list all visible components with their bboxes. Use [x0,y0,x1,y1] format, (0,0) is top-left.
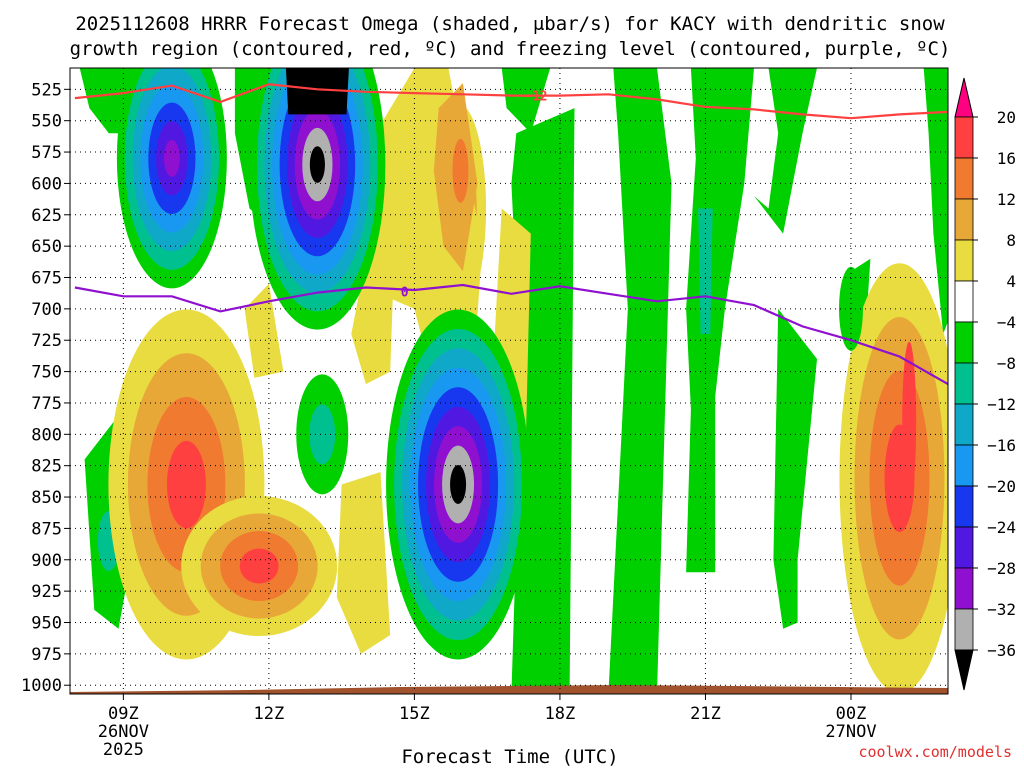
y-axis: 525 550 575 600 625 650 675 700 725 750 775 800 825 8… [21,80,70,696]
colorbar-label: −24 [987,518,1016,537]
contour-label-freezing: 0 [401,285,409,300]
omega-strip-21z-core [698,208,713,334]
x-tick-date: 27NOV [825,722,876,742]
colorbar-label: 12 [997,190,1016,209]
omega-contour--28 [164,139,180,177]
omega-descent-right [839,263,948,694]
x-tick-label: 09Z [108,704,139,724]
temperature-contours: −12 0 [74,83,948,386]
y-tick-label: 700 [31,300,62,320]
colorbar-segment [954,403,974,446]
x-tick-date: 26NOV [98,722,149,742]
colorbar-segment [954,526,974,569]
colorbar-label: 16 [997,149,1016,168]
omega-strip-19z [608,68,672,694]
colorbar-segment [954,567,974,610]
y-tick-label: 875 [31,519,62,539]
omega-contour-16 [902,341,917,502]
x-tick-label: 00Z [836,704,867,724]
site-credit: coolwx.com/models [858,743,1012,761]
colorbar-label: −28 [987,559,1016,578]
colorbar-segment [954,198,974,241]
y-tick-label: 950 [31,613,62,633]
omega-ascent-mid [386,309,531,660]
colorbar-segment [954,157,974,200]
colorbar-label: −16 [987,436,1016,455]
colorbar-segment [954,321,974,364]
omega-ascent-small [296,374,349,495]
colorbar-label: −12 [987,395,1016,414]
omega-strip-17z [501,68,551,134]
x-axis-label: Forecast Time (UTC) [401,746,618,768]
omega-descent-lower-left2 [181,496,338,637]
omega-ascent-upper-center [249,68,386,330]
terrain-surface [70,685,948,694]
contour-line-dendritic-snow-growth-region [74,83,948,120]
colorbar-label: 8 [1006,231,1016,250]
colorbar-segment [954,239,974,282]
colorbar-segment [954,362,974,405]
colorbar-segment [954,444,974,487]
omega-descent-13z-low [336,472,391,654]
colorbar-bottom-arrow [954,649,974,691]
chart-title-line2: growth region (contoured, red, ºC) and f… [70,38,951,60]
y-tick-label: 575 [31,143,62,163]
colorbar-segment [954,280,974,323]
x-tick-label: 21Z [690,704,721,724]
omega-ascent-upper-left [116,68,227,289]
y-tick-label: 850 [31,488,62,508]
omega-contour--36 [450,465,467,504]
chart-title-line1: 2025112608 HRRR Forecast Omega (shaded, … [75,13,945,35]
x-tick-label: 12Z [254,704,285,724]
y-tick-label: 800 [31,425,62,445]
y-tick-label: 600 [31,174,62,194]
omega-descent-14z [351,233,395,385]
x-tick-year: 2025 [103,740,144,760]
omega-contour-16 [239,548,279,584]
colorbar-label: 4 [1006,272,1016,291]
x-tick-label: 15Z [399,704,430,724]
x-tick-label: 18Z [545,704,576,724]
omega-contour-16 [166,440,206,529]
y-tick-label: 675 [31,269,62,289]
omega-shading [70,68,948,694]
colorbar-segment [954,608,974,651]
y-tick-label: 625 [31,206,62,226]
y-tick-label: 825 [31,457,62,477]
colorbar-label: −8 [997,354,1016,373]
omega-descent-12z [244,283,284,378]
colorbar-segment [954,116,974,159]
y-tick-label: 725 [31,331,62,351]
omega-strip-23z [773,308,817,629]
omega-strip-20z [686,68,754,573]
y-tick-label: 775 [31,394,62,414]
omega-strip-22z [754,68,817,234]
colorbar-segment [954,485,974,528]
colorbar-top-arrow [954,77,974,118]
contour-line-freezing-level [74,283,948,386]
colorbar: 20 16 12 8 4 −4 −8 −12 −16 −20 −24 −28 −32 −36 [954,77,1016,691]
y-tick-label: 750 [31,363,62,383]
colorbar-label: −20 [987,477,1016,496]
omega-contour-12 [452,138,469,203]
y-tick-label: 550 [31,112,62,132]
y-tick-label: 975 [31,645,62,665]
plot-frame [69,67,949,695]
contour-label-dgz: −12 [524,90,547,105]
y-tick-label: 925 [31,582,62,602]
omega-strip-right [923,68,948,334]
y-tick-label: 900 [31,551,62,571]
colorbar-label: −32 [987,600,1016,619]
colorbar-label: 20 [997,108,1016,127]
colorbar-label: −4 [997,313,1016,332]
omega-contour--8 [309,404,336,465]
y-tick-label: 650 [31,237,62,257]
omega-contour--36 [309,146,325,183]
colorbar-label: −36 [987,641,1016,660]
y-tick-label: 1000 [21,676,62,696]
y-tick-label: 525 [31,80,62,100]
omega-ascent-upper-center-top [285,68,349,115]
